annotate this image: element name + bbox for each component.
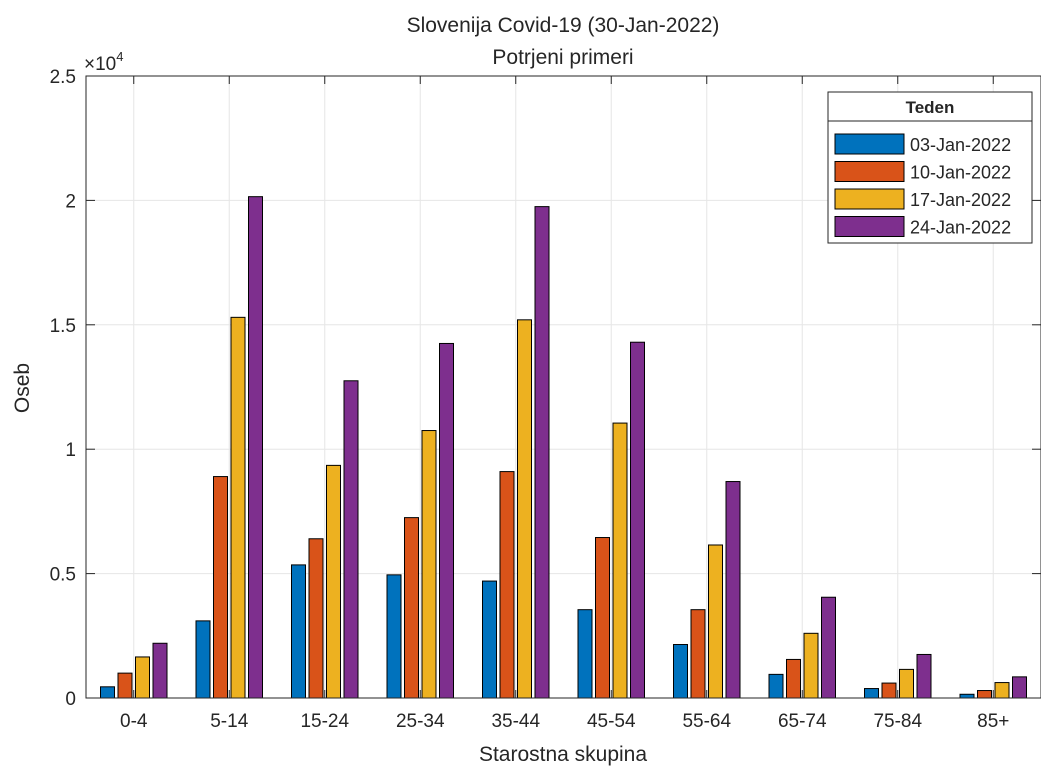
bar <box>308 538 324 699</box>
legend-swatch <box>834 133 905 155</box>
x-tick-label: 85+ <box>977 711 1009 732</box>
y-tick-label: 0 <box>65 689 76 710</box>
bar <box>213 476 228 699</box>
x-tick-label: 75-84 <box>873 711 922 732</box>
bar <box>195 620 211 699</box>
x-tick-label: 65-74 <box>778 711 827 732</box>
ticks: 0-4 5-14 15-24 25-34 35-44 45-54 55-64 65-74 75-… <box>50 67 1041 732</box>
bar <box>152 642 168 699</box>
bar <box>404 517 419 699</box>
bar <box>630 341 645 699</box>
bar <box>690 609 706 699</box>
bar <box>768 673 784 699</box>
bar <box>881 682 897 699</box>
x-tick-label: 0-4 <box>120 711 148 732</box>
y-exponent-label: ×104 <box>84 49 123 75</box>
x-axis-label: Starostna skupina <box>479 743 647 766</box>
bar <box>916 653 932 699</box>
bar <box>386 574 402 699</box>
legend-label: 24-Jan-2022 <box>910 218 1011 238</box>
bar <box>803 632 819 699</box>
bar <box>725 481 741 699</box>
bar <box>864 688 879 699</box>
y-axis-label: Oseb <box>11 363 34 413</box>
bar <box>786 658 801 699</box>
y-tick-label: 2.5 <box>50 67 76 88</box>
plot-area-border <box>85 75 1041 699</box>
x-tick-label: 5-14 <box>210 711 248 732</box>
bar <box>673 644 688 699</box>
bar <box>117 672 133 699</box>
y-tick-label: 1 <box>65 440 76 461</box>
bar <box>326 464 341 699</box>
bar <box>1012 676 1027 699</box>
legend-label: 17-Jan-2022 <box>910 190 1011 210</box>
bar <box>135 656 150 699</box>
bar <box>517 319 532 699</box>
legend-title: Teden <box>906 98 955 117</box>
bar <box>994 682 1010 699</box>
bar <box>482 580 497 699</box>
x-tick-label: 35-44 <box>491 711 540 732</box>
y-tick-label: 2 <box>65 191 76 212</box>
x-tick-label: 15-24 <box>300 711 349 732</box>
bar <box>100 686 115 699</box>
bar <box>421 430 437 699</box>
bar <box>959 693 975 699</box>
bar <box>821 596 836 699</box>
bar <box>343 380 359 699</box>
legend: Teden 03-Jan-2022 10-Jan-2022 17-Jan-2022 2… <box>827 91 1033 244</box>
legend-label: 10-Jan-2022 <box>910 163 1011 183</box>
x-tick-label: 25-34 <box>396 711 445 732</box>
bar <box>534 206 550 699</box>
bar <box>612 422 628 699</box>
bar <box>595 537 610 699</box>
bar <box>977 690 992 699</box>
x-tick-label: 55-64 <box>682 711 731 732</box>
bar <box>230 316 246 699</box>
bar <box>899 668 914 699</box>
legend-items: 03-Jan-2022 10-Jan-2022 17-Jan-2022 24-Jan-… <box>834 133 1011 238</box>
y-exponent-power: 4 <box>116 49 123 64</box>
legend-swatch <box>834 188 905 210</box>
legend-swatch <box>834 216 905 237</box>
legend-swatch <box>834 161 905 182</box>
bar <box>499 471 515 699</box>
chart-subtitle: Potrjeni primeri <box>492 46 633 69</box>
chart-title: Slovenija Covid-19 (30-Jan-2022) <box>407 14 720 37</box>
bar <box>291 564 306 699</box>
legend-label: 03-Jan-2022 <box>910 135 1011 155</box>
x-tick-label: 45-54 <box>587 711 636 732</box>
bar <box>708 544 723 699</box>
y-tick-label: 1.5 <box>50 316 76 337</box>
bar <box>439 342 454 699</box>
bar <box>248 196 263 699</box>
y-exponent-base: ×10 <box>84 54 116 75</box>
bar <box>577 609 593 699</box>
y-tick-label: 0.5 <box>50 565 76 586</box>
